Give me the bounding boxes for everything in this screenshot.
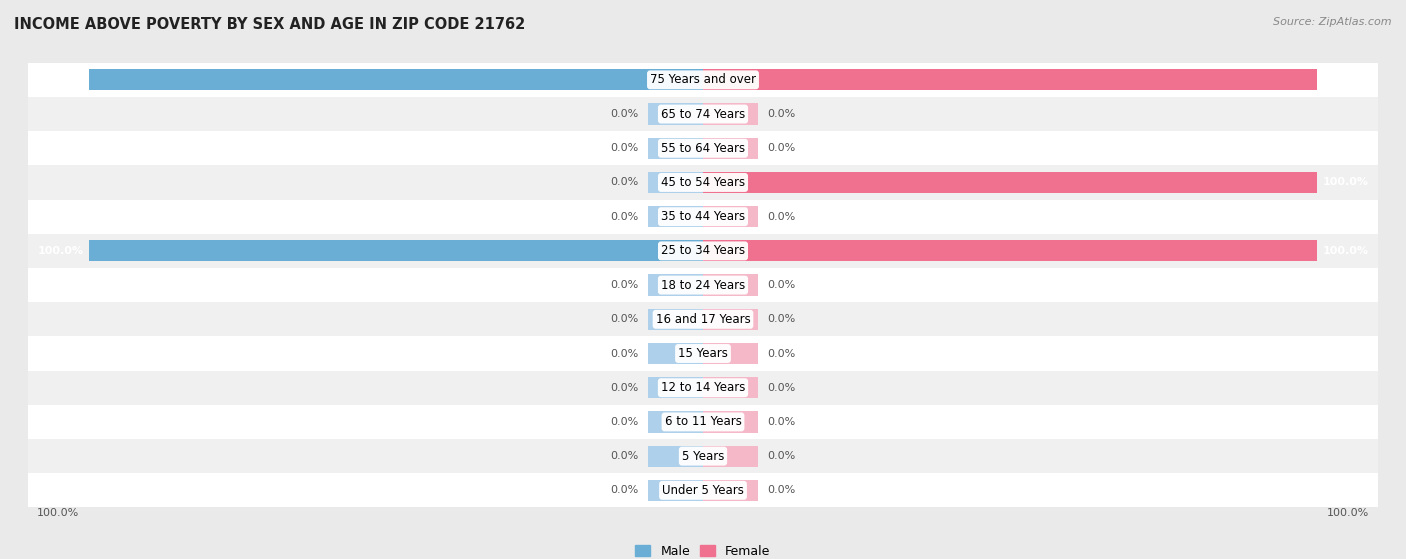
Text: 100.0%: 100.0%	[1323, 246, 1368, 256]
Text: 12 to 14 Years: 12 to 14 Years	[661, 381, 745, 394]
FancyBboxPatch shape	[28, 63, 1378, 97]
Text: Source: ZipAtlas.com: Source: ZipAtlas.com	[1274, 17, 1392, 27]
Text: 65 to 74 Years: 65 to 74 Years	[661, 107, 745, 121]
Bar	[703, 172, 1316, 193]
Bar	[648, 172, 703, 193]
Text: 0.0%: 0.0%	[610, 177, 638, 187]
Text: 0.0%: 0.0%	[610, 109, 638, 119]
Bar	[648, 206, 703, 228]
Bar	[703, 480, 758, 501]
Text: 0.0%: 0.0%	[610, 143, 638, 153]
Text: 75 Years and over: 75 Years and over	[650, 73, 756, 86]
FancyBboxPatch shape	[28, 337, 1378, 371]
Bar	[703, 69, 1316, 91]
Text: 16 and 17 Years: 16 and 17 Years	[655, 313, 751, 326]
Bar	[703, 411, 758, 433]
Text: 0.0%: 0.0%	[768, 348, 796, 358]
Text: 18 to 24 Years: 18 to 24 Years	[661, 278, 745, 292]
Bar	[703, 103, 758, 125]
Bar	[703, 240, 1316, 262]
Bar	[648, 103, 703, 125]
Text: 6 to 11 Years: 6 to 11 Years	[665, 415, 741, 428]
Text: 0.0%: 0.0%	[610, 451, 638, 461]
Bar	[703, 274, 758, 296]
Text: INCOME ABOVE POVERTY BY SEX AND AGE IN ZIP CODE 21762: INCOME ABOVE POVERTY BY SEX AND AGE IN Z…	[14, 17, 526, 32]
Text: 0.0%: 0.0%	[768, 451, 796, 461]
Text: 0.0%: 0.0%	[768, 280, 796, 290]
Text: 0.0%: 0.0%	[768, 109, 796, 119]
Text: 100.0%: 100.0%	[1326, 508, 1368, 518]
Text: 0.0%: 0.0%	[610, 383, 638, 393]
Bar	[648, 138, 703, 159]
Text: 0.0%: 0.0%	[610, 417, 638, 427]
Bar	[648, 480, 703, 501]
Text: 15 Years: 15 Years	[678, 347, 728, 360]
Text: 0.0%: 0.0%	[610, 212, 638, 222]
FancyBboxPatch shape	[28, 97, 1378, 131]
FancyBboxPatch shape	[28, 439, 1378, 473]
Text: 0.0%: 0.0%	[768, 485, 796, 495]
Text: 0.0%: 0.0%	[768, 212, 796, 222]
FancyBboxPatch shape	[28, 473, 1378, 508]
Text: 100.0%: 100.0%	[38, 246, 83, 256]
Text: 0.0%: 0.0%	[768, 314, 796, 324]
Text: 5 Years: 5 Years	[682, 449, 724, 463]
FancyBboxPatch shape	[28, 131, 1378, 165]
FancyBboxPatch shape	[28, 405, 1378, 439]
Text: 35 to 44 Years: 35 to 44 Years	[661, 210, 745, 223]
FancyBboxPatch shape	[28, 200, 1378, 234]
Text: 45 to 54 Years: 45 to 54 Years	[661, 176, 745, 189]
Text: 0.0%: 0.0%	[768, 143, 796, 153]
FancyBboxPatch shape	[28, 165, 1378, 200]
Bar	[90, 240, 703, 262]
Text: 55 to 64 Years: 55 to 64 Years	[661, 142, 745, 155]
Bar	[703, 138, 758, 159]
Text: 100.0%: 100.0%	[1323, 177, 1368, 187]
Text: 0.0%: 0.0%	[610, 485, 638, 495]
Text: 100.0%: 100.0%	[38, 75, 83, 85]
Bar	[703, 446, 758, 467]
FancyBboxPatch shape	[28, 234, 1378, 268]
Text: 0.0%: 0.0%	[610, 314, 638, 324]
Text: 0.0%: 0.0%	[610, 348, 638, 358]
Text: 100.0%: 100.0%	[1323, 75, 1368, 85]
FancyBboxPatch shape	[28, 371, 1378, 405]
Bar	[648, 446, 703, 467]
Bar	[648, 411, 703, 433]
Legend: Male, Female: Male, Female	[630, 540, 776, 559]
Text: 25 to 34 Years: 25 to 34 Years	[661, 244, 745, 257]
Text: Under 5 Years: Under 5 Years	[662, 484, 744, 497]
Bar	[703, 206, 758, 228]
Bar	[648, 377, 703, 399]
Text: 0.0%: 0.0%	[768, 383, 796, 393]
Bar	[648, 274, 703, 296]
Text: 100.0%: 100.0%	[38, 508, 80, 518]
FancyBboxPatch shape	[28, 268, 1378, 302]
Text: 0.0%: 0.0%	[768, 417, 796, 427]
Text: 0.0%: 0.0%	[610, 280, 638, 290]
Bar	[648, 309, 703, 330]
Bar	[703, 343, 758, 364]
Bar	[703, 377, 758, 399]
Bar	[703, 309, 758, 330]
FancyBboxPatch shape	[28, 302, 1378, 337]
Bar	[90, 69, 703, 91]
Bar	[648, 343, 703, 364]
